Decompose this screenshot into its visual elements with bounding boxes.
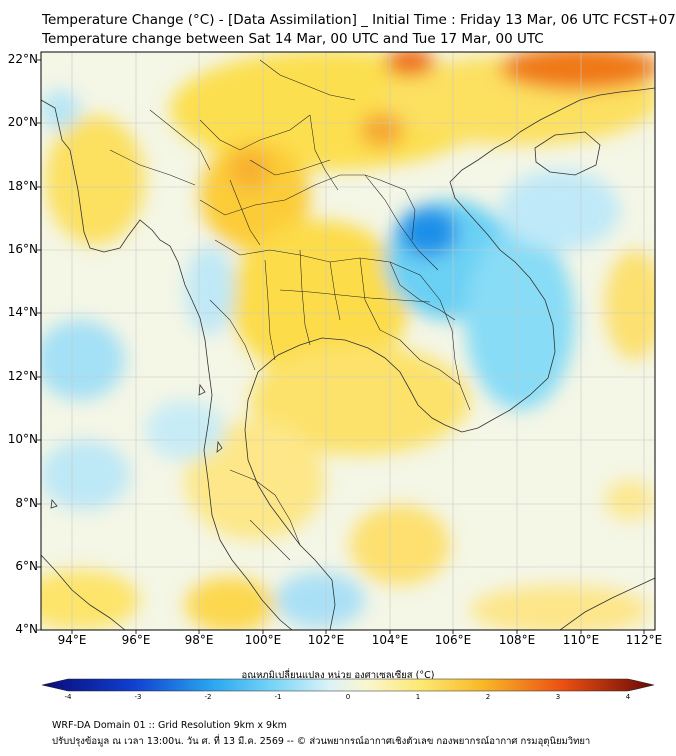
- lat-label-16n: 16°N: [7, 242, 38, 256]
- lat-label-20n: 20°N: [7, 115, 38, 129]
- lon-label-106e: 106°E: [434, 633, 472, 647]
- graticule: [41, 52, 655, 630]
- lat-label-22n: 22°N: [7, 52, 38, 66]
- colorbar: [41, 678, 655, 692]
- lon-label-112e: 112°E: [625, 633, 663, 647]
- footer-credits: ปรับปรุงข้อมูล ณ เวลา 13:00น. วัน ศ. ที่…: [52, 736, 591, 747]
- lon-label-94e: 94°E: [57, 633, 87, 647]
- lon-label-100e: 100°E: [244, 633, 282, 647]
- map-title: Temperature Change (°C) - [Data Assimila…: [42, 12, 676, 28]
- lon-label-102e: 102°E: [307, 633, 345, 647]
- lat-label-14n: 14°N: [7, 305, 38, 319]
- axis-ticks: [37, 59, 645, 634]
- colorbar-title: อุณหภูมิเปลี่ยนแปลง หน่วย องศาเซลเซียส (…: [241, 670, 435, 681]
- lat-label-10n: 10°N: [7, 432, 38, 446]
- lat-label-6n: 6°N: [15, 559, 38, 573]
- footer-model-info: WRF-DA Domain 01 :: Grid Resolution 9km …: [52, 720, 287, 731]
- colorbar-tick-minus1: -1: [274, 693, 282, 701]
- lon-label-98e: 98°E: [184, 633, 214, 647]
- map-subtitle: Temperature change between Sat 14 Mar, 0…: [42, 31, 544, 47]
- temperature-field: [41, 52, 655, 630]
- lon-label-110e: 110°E: [562, 633, 600, 647]
- colorbar-tick-2: 2: [485, 693, 491, 701]
- lat-label-18n: 18°N: [7, 179, 38, 193]
- map-frame: [40, 51, 656, 631]
- colorbar-tick-3: 3: [555, 693, 561, 701]
- lon-label-96e: 96°E: [121, 633, 151, 647]
- lat-label-4n: 4°N: [15, 622, 38, 636]
- colorbar-tick-4: 4: [625, 693, 631, 701]
- lon-label-104e: 104°E: [371, 633, 409, 647]
- lat-label-12n: 12°N: [7, 369, 38, 383]
- province-borders: [109, 59, 471, 561]
- lon-label-108e: 108°E: [498, 633, 536, 647]
- colorbar-tick-0: 0: [345, 693, 351, 701]
- colorbar-tick-1: 1: [415, 693, 421, 701]
- colorbar-tick-minus2: -2: [204, 693, 212, 701]
- colorbar-tick-minus3: -3: [134, 693, 142, 701]
- lat-label-8n: 8°N: [15, 496, 38, 510]
- coastlines: [41, 87, 655, 630]
- colorbar-tick-minus4: -4: [64, 693, 72, 701]
